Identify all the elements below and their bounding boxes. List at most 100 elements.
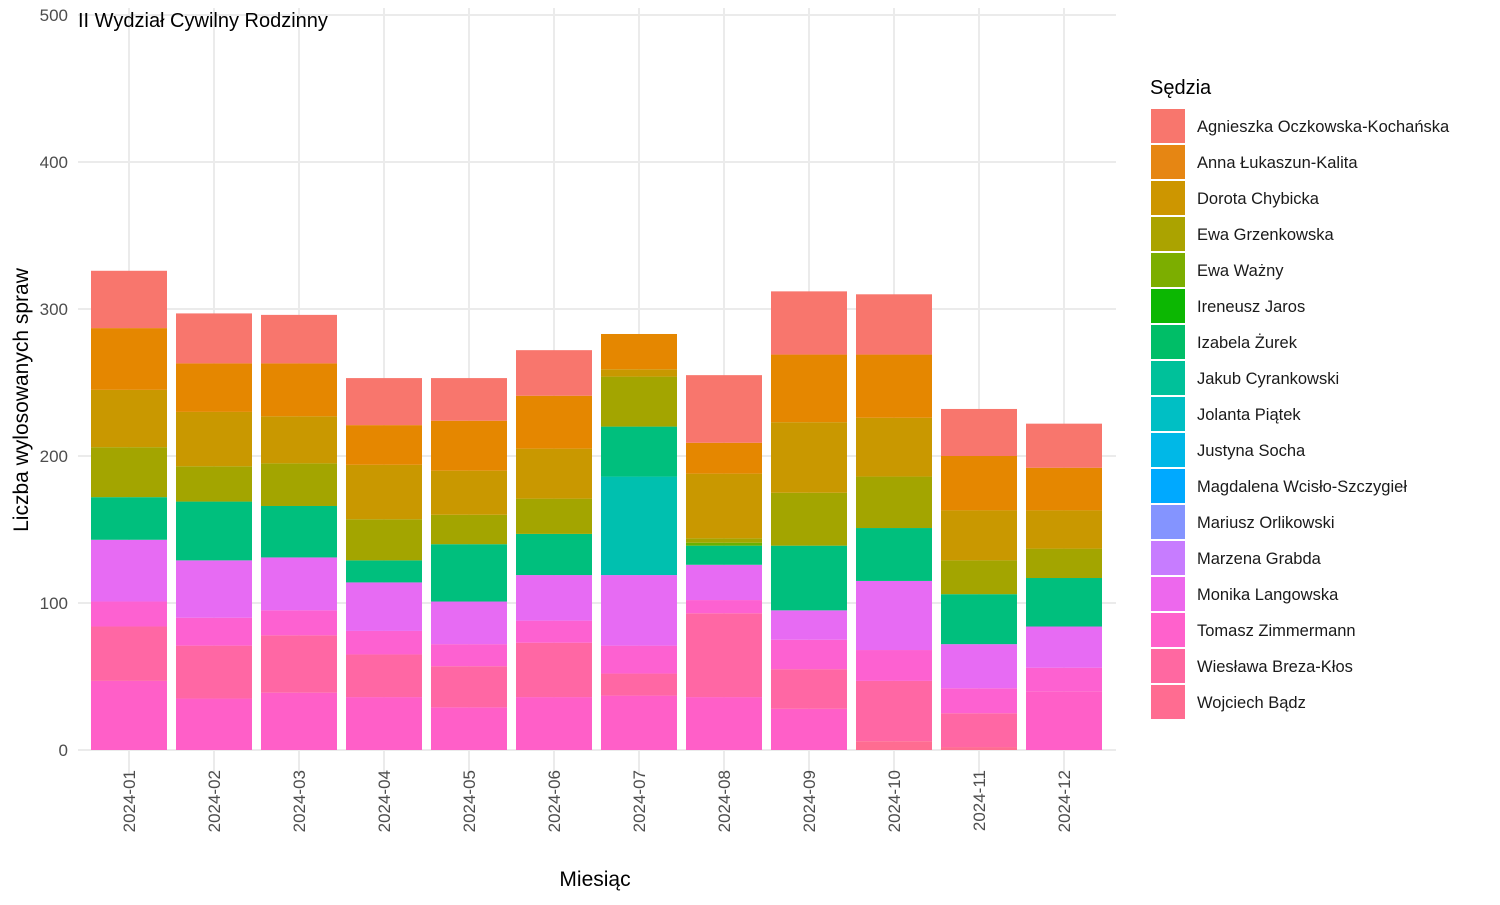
legend-key bbox=[1151, 289, 1185, 323]
bar-segment bbox=[771, 669, 847, 709]
legend-label: Jakub Cyrankowski bbox=[1197, 370, 1339, 388]
legend-key bbox=[1151, 181, 1185, 215]
y-tick-label: 400 bbox=[40, 153, 68, 172]
bar-segment bbox=[516, 498, 592, 534]
bar-segment bbox=[1026, 667, 1102, 692]
bar-segment bbox=[91, 539, 167, 602]
bar-segment bbox=[431, 644, 507, 667]
bar-segment bbox=[601, 376, 677, 427]
legend-label: Justyna Socha bbox=[1197, 442, 1306, 460]
bar-segment bbox=[516, 697, 592, 750]
legend-key bbox=[1151, 649, 1185, 683]
legend-label: Tomasz Zimmermann bbox=[1197, 622, 1356, 640]
bar-segment bbox=[601, 333, 677, 370]
bar-segment bbox=[261, 692, 337, 750]
bar-segment bbox=[1026, 467, 1102, 511]
legend-key bbox=[1151, 469, 1185, 503]
bar-segment bbox=[686, 545, 762, 565]
y-axis-title: Liczba wylosowanych spraw bbox=[10, 267, 33, 532]
bar-segment bbox=[941, 456, 1017, 511]
legend-key bbox=[1151, 505, 1185, 539]
bar-segment bbox=[771, 545, 847, 611]
bar-segment bbox=[346, 697, 422, 750]
legend-key bbox=[1151, 433, 1185, 467]
legend-label: Jolanta Piątek bbox=[1197, 406, 1301, 424]
bar-segment bbox=[176, 560, 252, 618]
x-axis-title: Miesiąc bbox=[559, 868, 630, 891]
bar-segment bbox=[856, 741, 932, 750]
bar-segment bbox=[261, 635, 337, 693]
bar-segment bbox=[91, 328, 167, 390]
bar-segment bbox=[856, 650, 932, 681]
bar-segment bbox=[771, 639, 847, 670]
bar-segment bbox=[941, 713, 1017, 748]
x-tick-label: 2024-04 bbox=[375, 770, 394, 832]
bars bbox=[91, 270, 1102, 750]
bar-segment bbox=[516, 575, 592, 621]
legend-label: Wojciech Bądz bbox=[1197, 694, 1306, 712]
bar-segment bbox=[516, 620, 592, 643]
bar-segment bbox=[601, 645, 677, 674]
bar-segment bbox=[771, 492, 847, 546]
bar-segment bbox=[686, 538, 762, 543]
bar-segment bbox=[516, 642, 592, 698]
bar-segment bbox=[516, 533, 592, 576]
bar-segment bbox=[856, 580, 932, 651]
x-tick-label: 2024-02 bbox=[205, 770, 224, 832]
chart-title: II Wydział Cywilny Rodzinny bbox=[78, 10, 328, 32]
bar-segment bbox=[941, 644, 1017, 689]
y-tick-label: 100 bbox=[40, 594, 68, 613]
bar-segment bbox=[516, 448, 592, 499]
bar-segment bbox=[1026, 423, 1102, 468]
bar-segment bbox=[941, 560, 1017, 595]
bar-segment bbox=[516, 395, 592, 449]
legend-label: Izabela Żurek bbox=[1197, 333, 1298, 352]
bar-segment bbox=[261, 557, 337, 611]
bar-segment bbox=[1026, 510, 1102, 549]
bar-segment bbox=[176, 363, 252, 412]
bar-segment bbox=[941, 510, 1017, 561]
y-tick-label: 300 bbox=[40, 300, 68, 319]
bar-segment bbox=[686, 613, 762, 698]
legend-key bbox=[1151, 325, 1185, 359]
y-tick-label: 500 bbox=[40, 6, 68, 25]
legend-label: Dorota Chybicka bbox=[1197, 190, 1320, 208]
x-tick-label: 2024-05 bbox=[460, 770, 479, 832]
legend-key bbox=[1151, 361, 1185, 395]
bar-segment bbox=[91, 497, 167, 540]
bar-segment bbox=[261, 314, 337, 364]
legend-key bbox=[1151, 253, 1185, 287]
bar-segment bbox=[686, 542, 762, 546]
bar-segment bbox=[686, 473, 762, 539]
legend-key bbox=[1151, 397, 1185, 431]
x-tick-label: 2024-01 bbox=[120, 770, 139, 832]
bar-segment bbox=[431, 666, 507, 708]
bar-segment bbox=[1026, 548, 1102, 579]
bar-segment bbox=[346, 425, 422, 465]
bar-segment bbox=[941, 594, 1017, 645]
legend-label: Marzena Grabda bbox=[1197, 550, 1322, 568]
bar-segment bbox=[686, 375, 762, 443]
bar-segment bbox=[176, 645, 252, 699]
legend-title: Sędzia bbox=[1150, 77, 1212, 99]
legend-key bbox=[1151, 613, 1185, 647]
x-tick-label: 2024-07 bbox=[630, 770, 649, 832]
bar-segment bbox=[261, 610, 337, 636]
bar-segment bbox=[516, 350, 592, 396]
legend-label: Anna Łukaszun-Kalita bbox=[1197, 154, 1358, 172]
bar-segment bbox=[686, 442, 762, 474]
legend-label: Ewa Grzenkowska bbox=[1197, 226, 1334, 244]
legend-key bbox=[1151, 685, 1185, 719]
bar-segment bbox=[856, 680, 932, 742]
bar-segment bbox=[431, 707, 507, 750]
legend-label: Agnieszka Oczkowska-Kochańska bbox=[1197, 118, 1450, 136]
bar-segment bbox=[1026, 691, 1102, 750]
bar-segment bbox=[346, 582, 422, 631]
legend-label: Magdalena Wcisło-Szczygieł bbox=[1197, 478, 1407, 496]
y-tick-label: 0 bbox=[59, 741, 68, 760]
bar-segment bbox=[346, 519, 422, 561]
bar-segment bbox=[771, 291, 847, 355]
legend-key bbox=[1151, 145, 1185, 179]
y-tick-labels: 0 100 200 300 400 500 bbox=[40, 6, 68, 760]
legend-items: Agnieszka Oczkowska-Kochańska Anna Łukasz… bbox=[1151, 109, 1450, 719]
